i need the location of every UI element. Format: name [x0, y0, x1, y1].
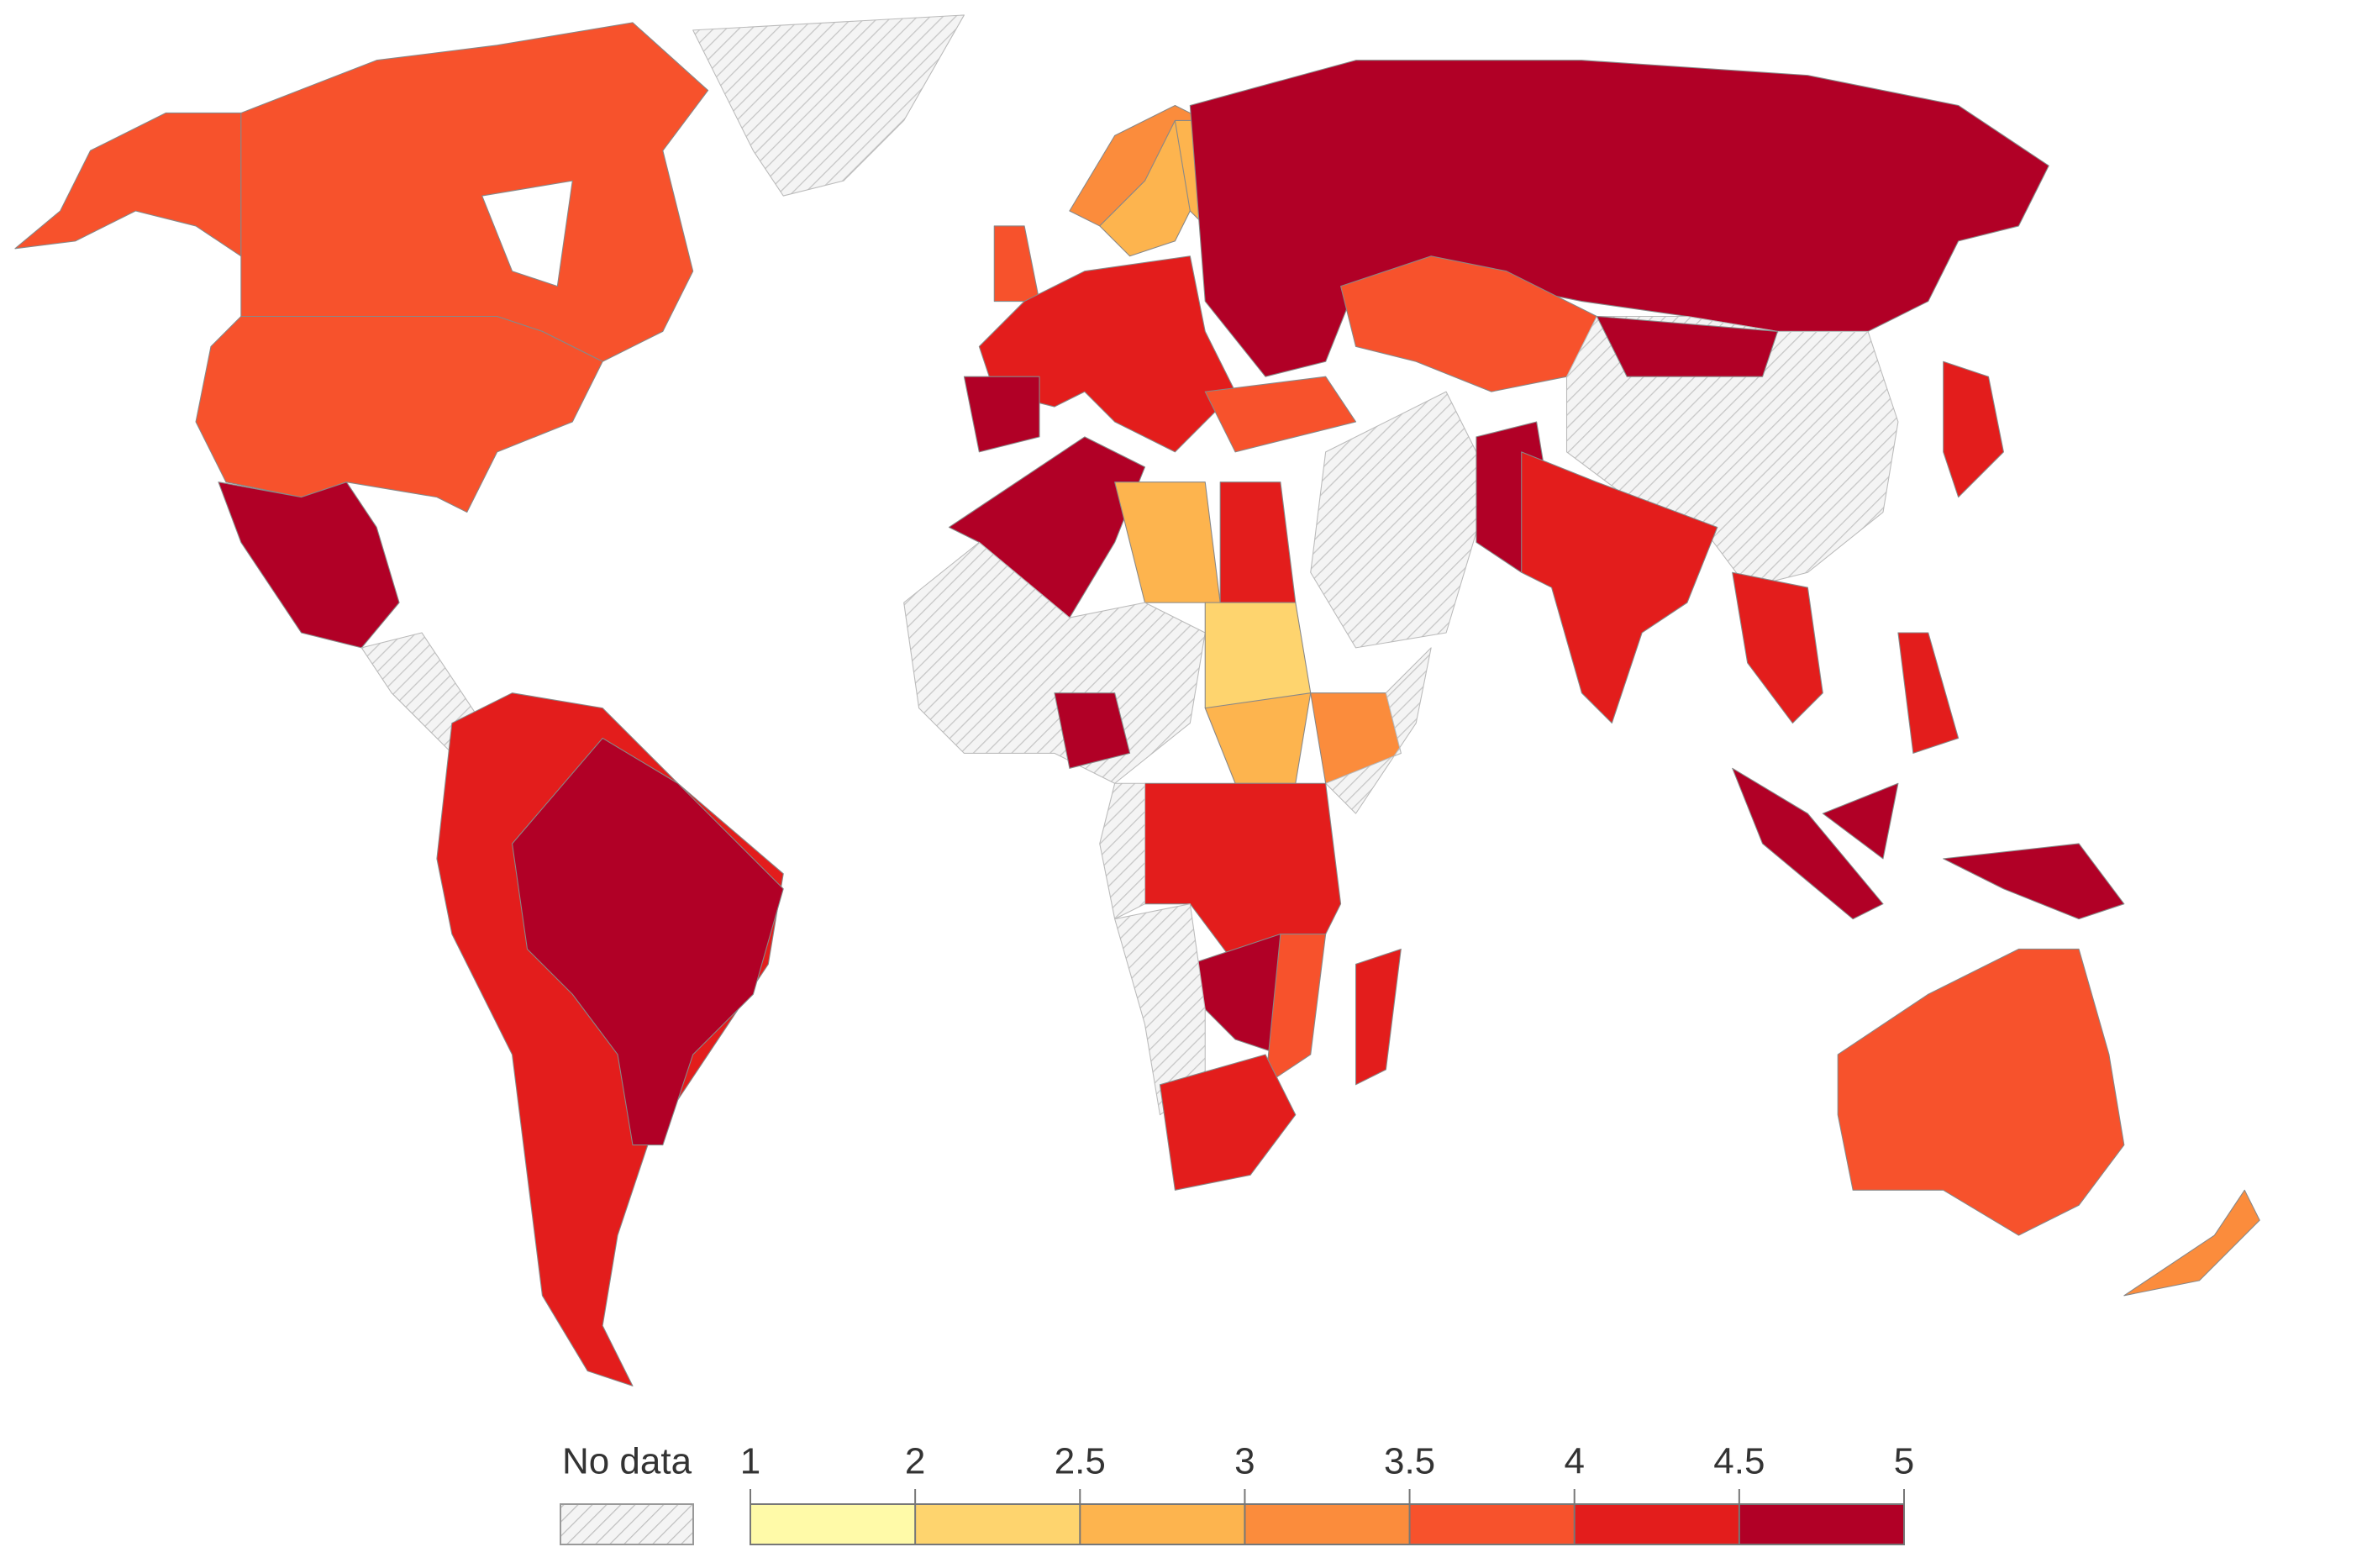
region: [1732, 571, 1823, 724]
legend-tick-label: 5: [1894, 1441, 1914, 1482]
legend-bin: [915, 1504, 1081, 1544]
legend-frame: [750, 1503, 1905, 1545]
region: [1355, 948, 1402, 1086]
legend-bin: [1739, 1504, 1904, 1544]
region: [512, 737, 784, 1146]
region: [1114, 481, 1221, 603]
region: [240, 22, 709, 362]
region: [1837, 948, 2125, 1236]
region: [993, 225, 1040, 303]
region: [1732, 767, 1884, 920]
region: [1159, 1054, 1297, 1191]
no-data-region: [1099, 782, 1146, 920]
no-data-region: [1325, 647, 1432, 814]
region: [1265, 933, 1327, 1086]
legend-bin: [1574, 1504, 1739, 1544]
legend-tick-label: 2: [905, 1441, 925, 1482]
legend-bin: [1080, 1504, 1245, 1544]
region: [1521, 451, 1718, 724]
legend-bin: [1409, 1504, 1575, 1544]
legend-bin: [1244, 1504, 1410, 1544]
region: [2123, 1189, 2260, 1297]
region: [1219, 481, 1297, 603]
world-map: [14, 14, 2260, 1386]
legend: No data 1 2 2.5 3 3.5 4 4.5 5: [560, 1441, 1914, 1545]
no-data-swatch: [560, 1503, 694, 1545]
region: [1310, 692, 1402, 784]
region: [1822, 782, 1899, 860]
region: [1897, 632, 1960, 754]
region: [1943, 360, 2004, 498]
region: [963, 376, 1040, 453]
no-data-region: [692, 14, 965, 197]
legend-tick-label: 4: [1564, 1441, 1584, 1482]
region: [195, 315, 603, 513]
no-data-region: [1310, 391, 1492, 649]
legend-bin: [750, 1504, 916, 1544]
region: [1596, 315, 1779, 377]
region: [1204, 602, 1312, 709]
region: [1204, 692, 1312, 784]
region: [218, 481, 400, 649]
legend-tick-label: 1: [740, 1441, 760, 1482]
no-data-region: [903, 541, 1206, 784]
region: [1204, 376, 1357, 453]
legend-tick-label: 2.5: [1055, 1441, 1106, 1482]
region: [481, 180, 573, 287]
no-data-label: No data: [562, 1441, 692, 1482]
legend-tick-label: 3: [1234, 1441, 1255, 1482]
legend-tick-label: 4.5: [1713, 1441, 1765, 1482]
region: [1054, 692, 1131, 769]
region: [14, 112, 242, 257]
region: [1943, 843, 2125, 920]
legend-tick-label: 3.5: [1384, 1441, 1435, 1482]
